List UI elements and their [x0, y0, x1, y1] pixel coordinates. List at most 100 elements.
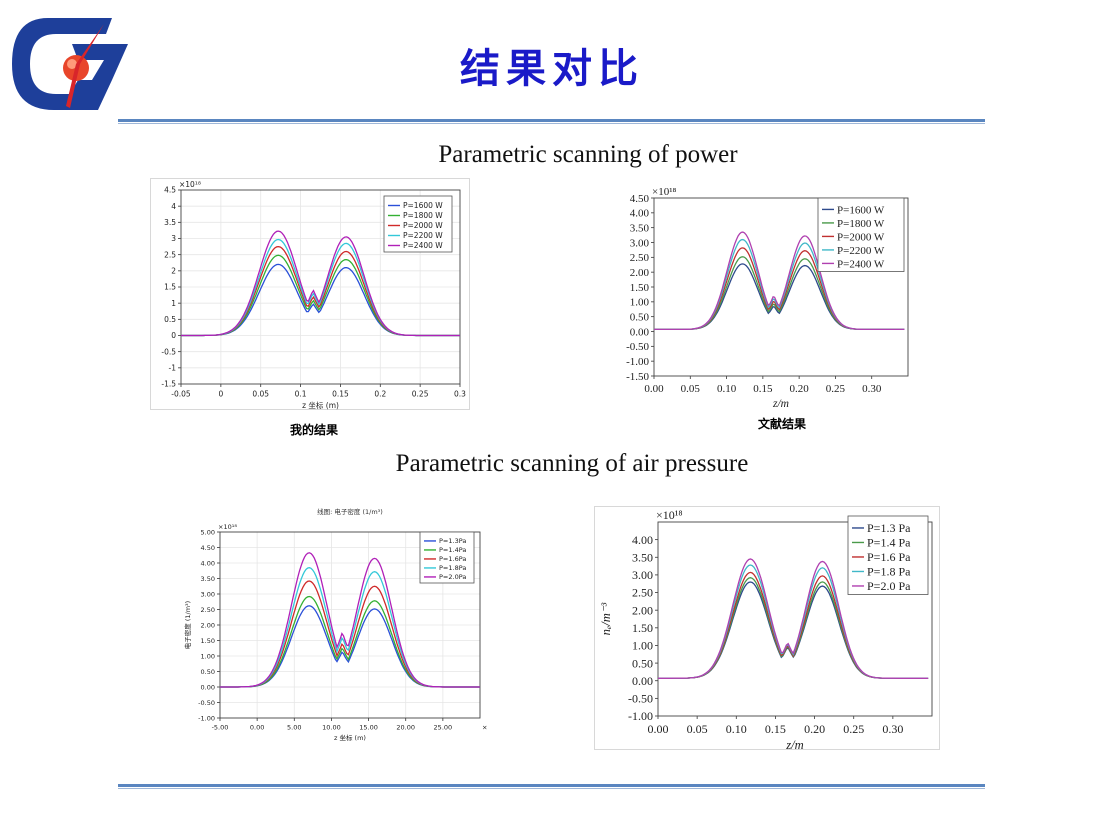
y-tick-label: 1.00: [201, 652, 215, 660]
x-tick-label: 0: [218, 390, 223, 399]
legend-entry: P=1.3 Pa: [867, 521, 911, 535]
legend-box: [817, 197, 905, 272]
x-tick-label: 0.30: [862, 383, 882, 395]
y-tick-label: 2.00: [632, 603, 653, 617]
y-tick-label: 2.50: [630, 252, 650, 264]
section-title-power: Parametric scanning of power: [438, 141, 738, 168]
legend-entry: P=1.4Pa: [439, 546, 466, 554]
bottom-divider-thin: [118, 788, 985, 789]
top-divider-thin: [118, 123, 985, 124]
x-tick-label: 20.00: [396, 724, 415, 732]
caption-literature-result: 文献结果: [758, 417, 807, 431]
x-tick-label: 0.00: [648, 722, 669, 736]
y-tick-label: 2.50: [201, 606, 215, 614]
chart-frame: [150, 178, 470, 410]
x-tick-label: 0.2: [374, 390, 386, 399]
legend-entry: P=2.0 Pa: [867, 579, 911, 593]
y-tick-label: 0.5: [164, 315, 176, 324]
x-tick-label: 0.05: [687, 722, 708, 736]
y-tick-label: 0.00: [201, 683, 215, 691]
plot-area: [219, 531, 481, 719]
y-tick-label: 3.50: [630, 223, 650, 235]
series-line: [220, 552, 480, 688]
y-tick-label: 1.00: [632, 639, 653, 653]
x-tick-label: 0.05: [681, 383, 701, 395]
chart-pressure-literature: -1.00 -0.50 0.00 0.50 1.00 1.50 2.00 2.50 3.00 3.…: [594, 506, 940, 750]
x-axis-label: z/m: [785, 738, 804, 750]
legend-entry: P=2400 W: [403, 241, 443, 250]
y-tick-label: 3.50: [632, 550, 653, 564]
x-tick-label: 0.20: [790, 383, 810, 395]
plot-area: [180, 189, 461, 385]
chart-title: 线图: 电子密度 (1/m³): [317, 507, 383, 516]
legend-entry: P=2000 W: [403, 221, 443, 230]
legend-entry: P=1.4 Pa: [867, 536, 911, 550]
y-tick-label: 3.50: [201, 575, 215, 583]
y-tick-label: 0.00: [632, 674, 653, 688]
caption-my-result: 我的结果: [290, 423, 339, 437]
legend-entry: P=2200 W: [403, 231, 443, 240]
x-tick-label: 25.00: [434, 724, 453, 732]
legend-entry: P=1.8 Pa: [867, 565, 911, 579]
legend-entry: P=1600 W: [837, 204, 885, 216]
legend-entry: P=1800 W: [403, 211, 443, 220]
y-tick-label: 4.00: [632, 533, 653, 547]
x-axis-label: z 坐标 (m): [334, 733, 366, 742]
y-exponent-label: ×10¹⁸: [652, 188, 677, 198]
plot-area: [657, 521, 933, 717]
x-tick-label: 0.05: [252, 390, 269, 399]
legend-box: [847, 515, 929, 595]
y-tick-label: 4.00: [201, 559, 215, 567]
y-tick-label: -1.00: [628, 709, 653, 723]
legend-entry: P=1.3Pa: [439, 537, 466, 545]
y-tick-label: 0: [171, 331, 176, 340]
x-tick-label: 0.30: [882, 722, 903, 736]
y-tick-label: -0.50: [198, 699, 215, 707]
x-tick-label: 0.20: [804, 722, 825, 736]
x-tick-label: 0.25: [412, 390, 429, 399]
series-line: [181, 230, 460, 337]
legend-entry: P=2000 W: [837, 231, 885, 243]
y-tick-label: -0.50: [626, 341, 649, 353]
y-axis-label: 电子密度 (1/m³): [183, 601, 192, 649]
x-axis-label: z/m: [772, 398, 789, 410]
series-line: [654, 231, 905, 331]
y-tick-label: 0.50: [201, 668, 215, 676]
x-tick-label: -0.05: [171, 390, 191, 399]
x-tick-label: 0.15: [332, 390, 349, 399]
legend-entry: P=2200 W: [837, 245, 885, 257]
y-tick-label: 2: [171, 266, 176, 275]
legend-entry: P=1.8Pa: [439, 564, 466, 572]
y-tick-label: 0.00: [630, 326, 650, 338]
y-tick-label: 3: [171, 234, 176, 243]
y-tick-label: 0.50: [632, 656, 653, 670]
x-tick-label: 0.00: [644, 383, 664, 395]
x-tick-label: 0.25: [826, 383, 846, 395]
y-tick-label: 0.50: [630, 312, 650, 324]
page-title: 结果对比: [460, 46, 644, 92]
plot-area: [653, 197, 909, 377]
x-tick-label: 15.00: [359, 724, 378, 732]
y-exponent-label: ×10¹⁸: [218, 523, 237, 531]
x-tick-label: 0.25: [843, 722, 864, 736]
x-tick-label: 0.10: [726, 722, 747, 736]
y-tick-label: 1.5: [164, 283, 176, 292]
y-tick-label: -1.00: [198, 714, 215, 722]
chart-pressure-mine: 线图: 电子密度 (1/m³) -1.00 -0.50 0.00 0.50 1.00 1.5…: [182, 500, 488, 744]
y-tick-label: 1.50: [201, 637, 215, 645]
x-tick-label: 0.10: [717, 383, 737, 395]
chart-power-literature: -1.50 -1.00 -0.50 0.00 0.50 1.00 1.50 2.00 2.50 3…: [604, 188, 918, 414]
legend-entry: P=1600 W: [403, 201, 443, 210]
y-tick-label: 4.50: [630, 193, 650, 205]
legend-entry: P=1800 W: [837, 218, 885, 230]
y-tick-label: 1.00: [630, 297, 650, 309]
y-tick-label: -0.5: [161, 347, 176, 356]
y-tick-label: 3.00: [632, 568, 653, 582]
x-exponent-label: ×10⁻²: [482, 724, 488, 732]
bottom-divider: [118, 784, 985, 787]
legend-entry: P=2400 W: [837, 258, 885, 270]
y-tick-label: 4: [171, 202, 176, 211]
section-title-pressure: Parametric scanning of air pressure: [395, 450, 749, 477]
x-tick-label: 0.3: [454, 390, 466, 399]
chart-power-mine: -1.5 -1 -0.5 0 0.5 1 1.5 2 2.5 3 3.5 4 4.5 -0.05 0 0.05…: [150, 178, 470, 410]
